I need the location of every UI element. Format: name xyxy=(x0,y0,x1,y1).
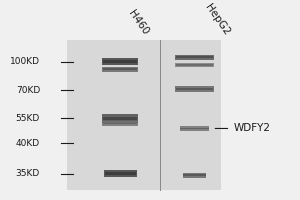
Bar xyxy=(180,126,209,131)
Bar xyxy=(103,68,137,70)
Text: 100KD: 100KD xyxy=(10,57,40,66)
Bar xyxy=(102,58,138,65)
Text: H460: H460 xyxy=(126,8,150,37)
Text: 40KD: 40KD xyxy=(16,139,40,148)
Bar xyxy=(104,170,136,177)
Bar xyxy=(67,40,221,190)
Bar xyxy=(105,172,136,175)
Bar xyxy=(176,88,213,90)
Bar xyxy=(102,121,138,126)
Bar xyxy=(103,117,137,120)
Text: 70KD: 70KD xyxy=(16,86,40,95)
Bar xyxy=(176,64,213,66)
Text: 35KD: 35KD xyxy=(16,169,40,178)
Bar xyxy=(103,123,137,124)
Bar xyxy=(175,55,214,60)
Bar xyxy=(103,60,137,63)
Bar xyxy=(176,56,213,58)
Text: 55KD: 55KD xyxy=(16,114,40,123)
Bar xyxy=(102,67,138,72)
Bar xyxy=(102,114,138,123)
Text: WDFY2: WDFY2 xyxy=(215,123,270,133)
Bar xyxy=(183,174,206,176)
Bar xyxy=(175,63,214,67)
Bar xyxy=(183,173,206,178)
Bar xyxy=(175,86,214,92)
Bar xyxy=(181,128,209,129)
Text: HepG2: HepG2 xyxy=(203,2,232,37)
